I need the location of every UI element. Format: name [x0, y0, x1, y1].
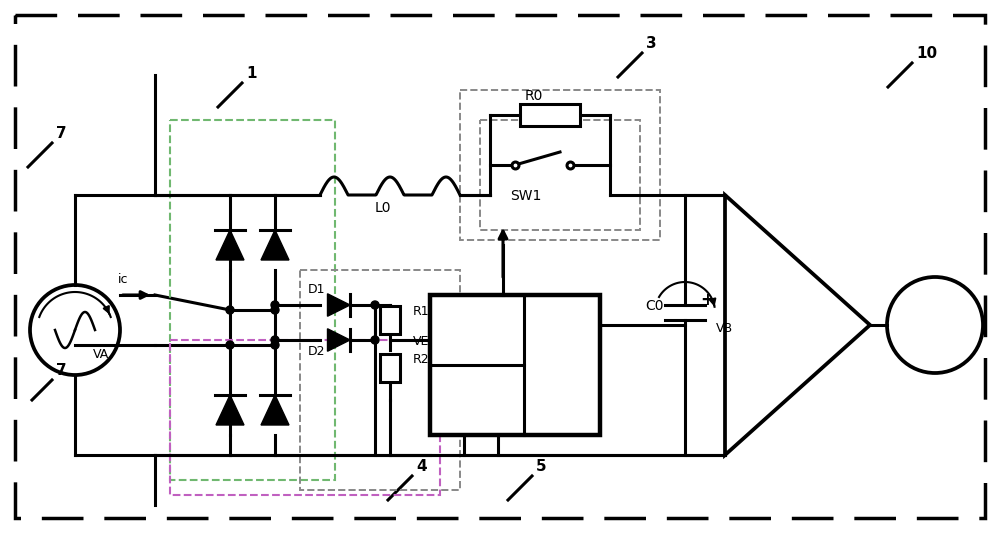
Bar: [430, 295, 600, 435]
Circle shape: [226, 306, 234, 314]
Bar: [170, 120, 335, 480]
Circle shape: [226, 341, 234, 349]
Text: R2: R2: [413, 353, 430, 366]
Text: 3: 3: [646, 36, 657, 51]
Circle shape: [271, 341, 279, 349]
Bar: [380, 306, 400, 334]
Polygon shape: [216, 230, 244, 260]
Text: VB: VB: [716, 322, 733, 335]
Text: 10: 10: [916, 46, 937, 61]
Text: L0: L0: [375, 201, 392, 215]
Circle shape: [271, 301, 279, 309]
Text: SW1: SW1: [510, 189, 541, 203]
Bar: [170, 340, 440, 495]
Bar: [460, 90, 660, 240]
Polygon shape: [261, 230, 289, 260]
Text: +: +: [700, 291, 714, 309]
Polygon shape: [328, 329, 350, 351]
Text: C0: C0: [645, 299, 664, 313]
Circle shape: [271, 306, 279, 314]
Text: ic: ic: [118, 273, 128, 286]
Text: D1: D1: [308, 283, 326, 296]
Text: 4: 4: [416, 459, 427, 474]
Text: 5: 5: [536, 459, 547, 474]
Text: 7: 7: [56, 126, 67, 141]
Bar: [480, 120, 640, 230]
Text: R0: R0: [525, 89, 543, 103]
Text: 1: 1: [246, 66, 256, 81]
Polygon shape: [328, 294, 350, 316]
Text: R1: R1: [413, 305, 430, 318]
Circle shape: [371, 301, 379, 309]
Polygon shape: [216, 395, 244, 425]
Bar: [380, 354, 400, 382]
Polygon shape: [261, 395, 289, 425]
Bar: [300, 270, 460, 490]
Text: 7: 7: [56, 363, 67, 378]
Text: VE: VE: [413, 335, 429, 348]
Circle shape: [271, 336, 279, 344]
Bar: [520, 104, 580, 126]
Circle shape: [371, 336, 379, 344]
Text: VA: VA: [93, 348, 109, 361]
Text: D2: D2: [308, 345, 326, 358]
